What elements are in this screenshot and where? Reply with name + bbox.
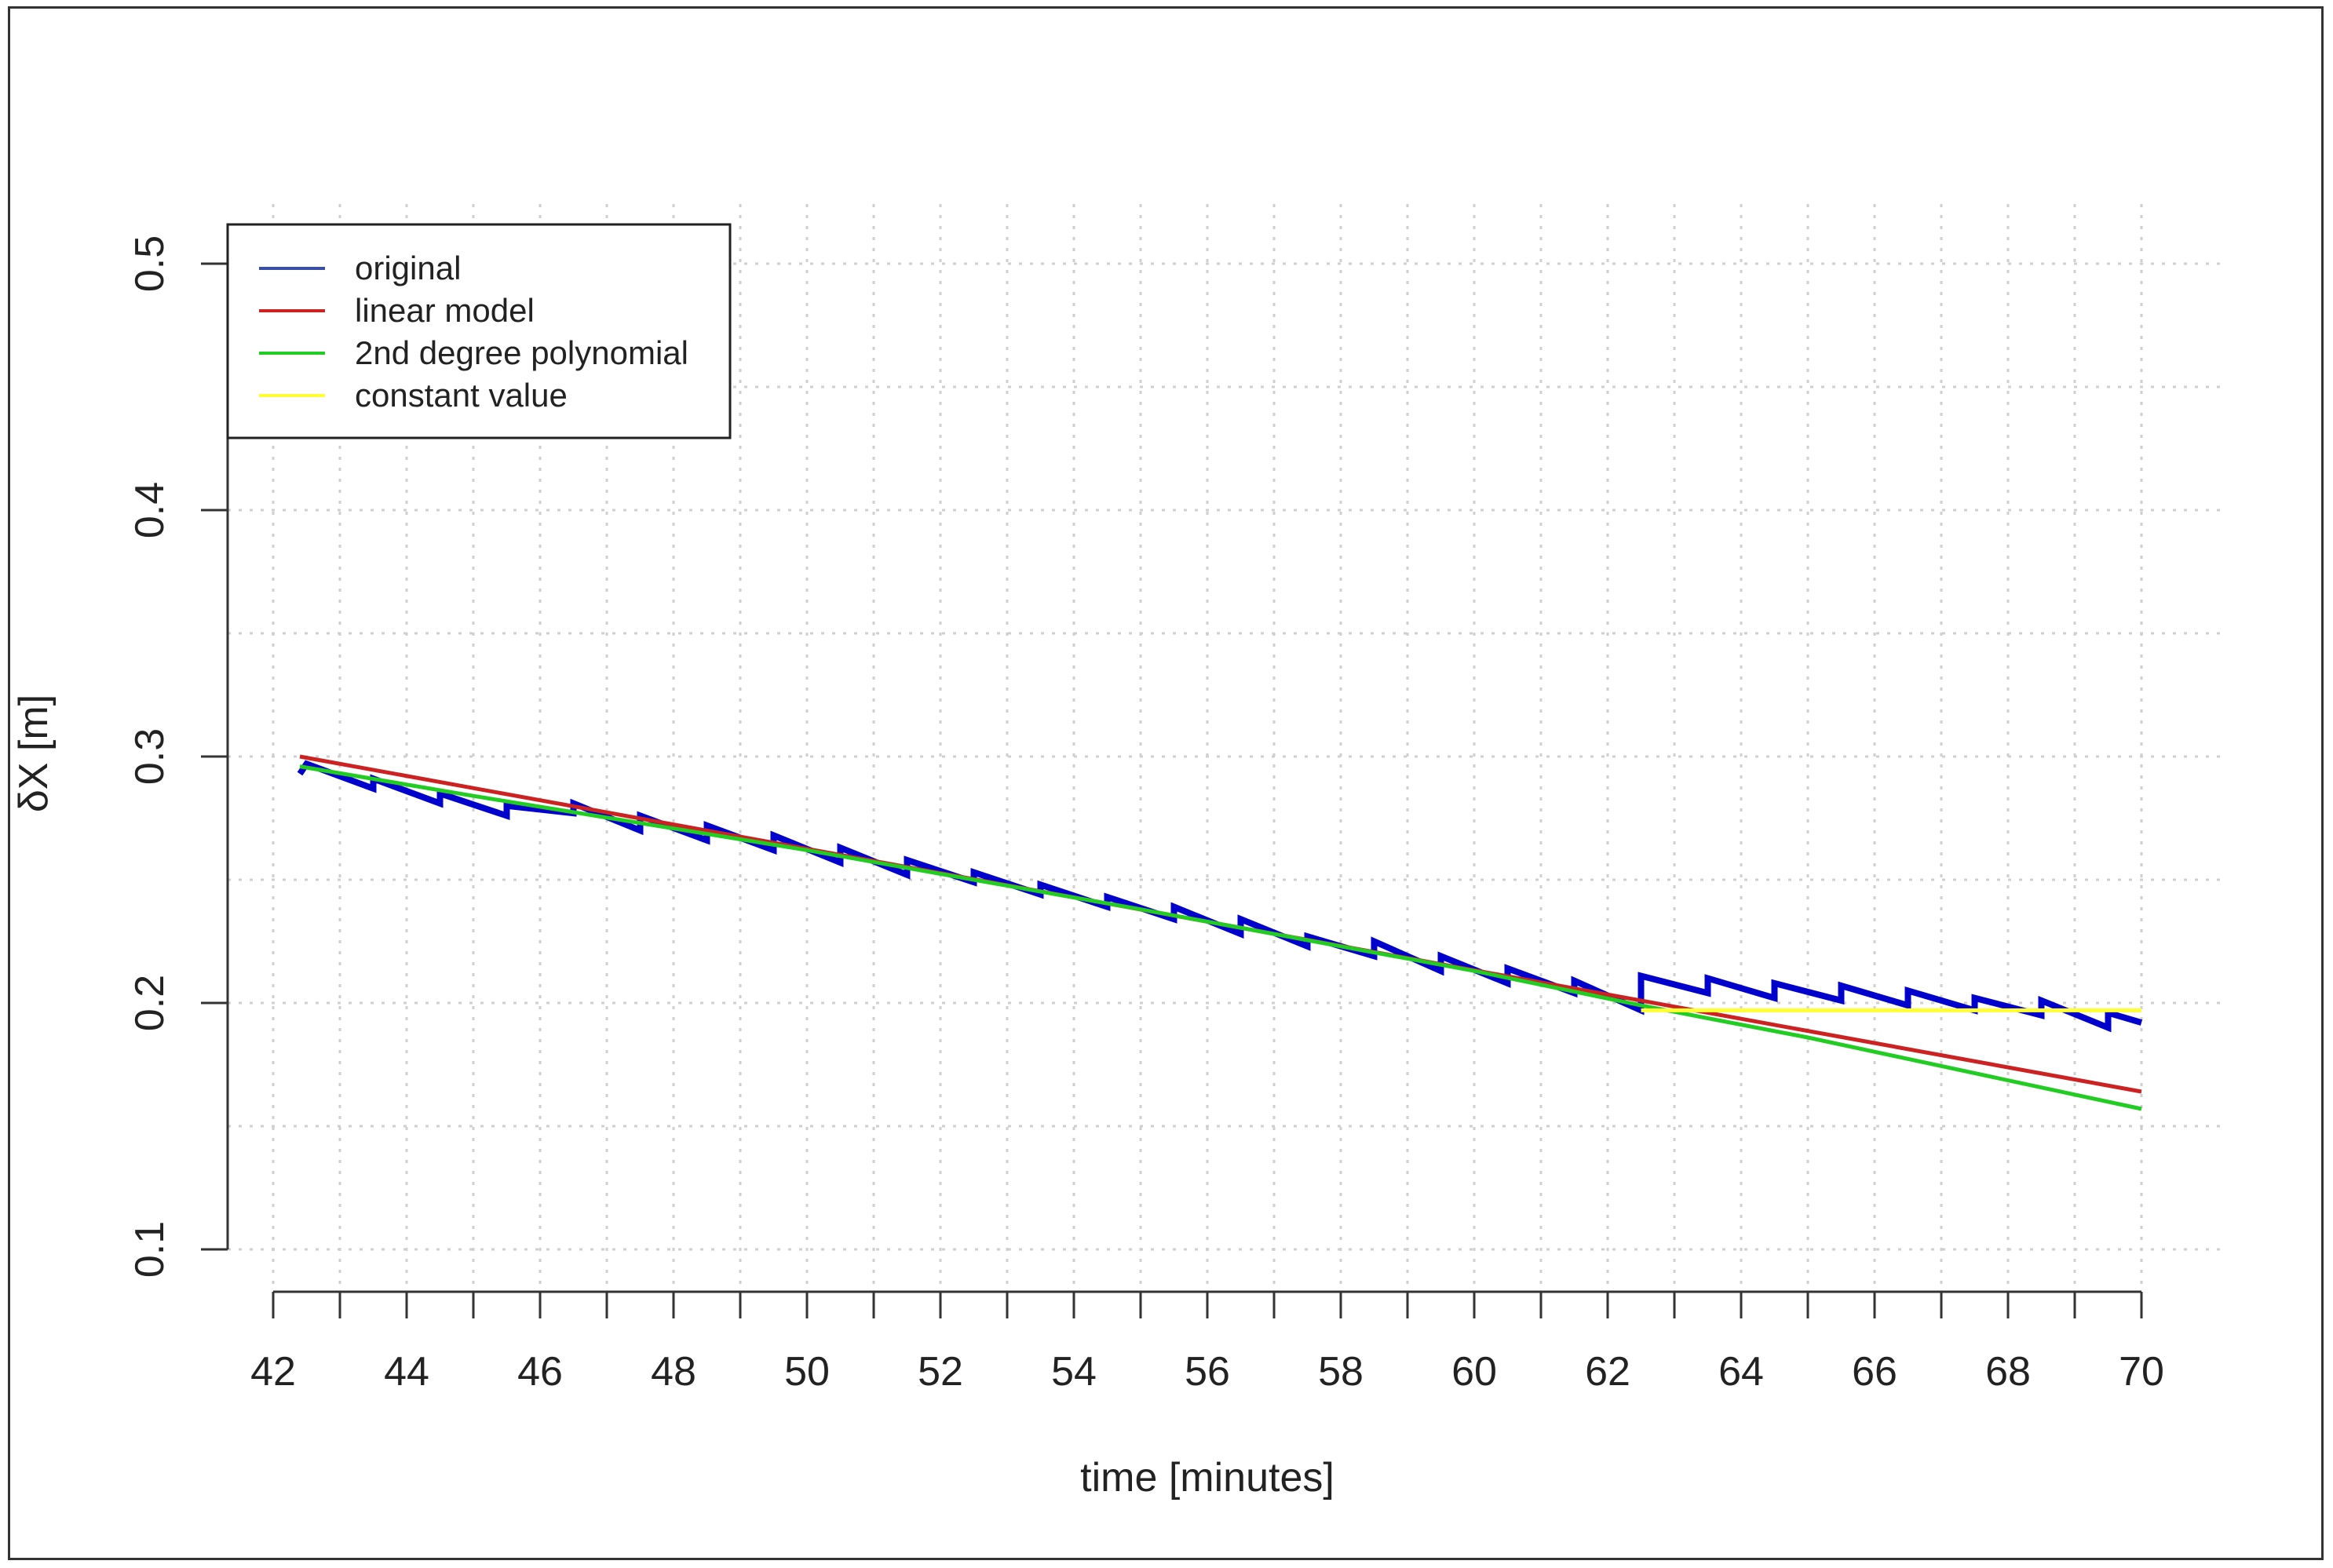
- y-axis-label: δX [m]: [11, 695, 57, 812]
- series-layer: [297, 754, 2143, 1111]
- x-tick-label: 46: [517, 1349, 563, 1395]
- x-tick-label: 68: [1985, 1349, 2031, 1395]
- legend-label: linear model: [355, 292, 535, 329]
- x-tick-label: 52: [918, 1349, 963, 1395]
- y-tick-label: 0.2: [127, 975, 173, 1031]
- y-tick-label: 0.4: [127, 482, 173, 538]
- series-line-original: [297, 760, 2143, 1033]
- x-tick-label: 50: [784, 1349, 830, 1395]
- y-tick-label: 0.5: [127, 235, 173, 292]
- x-tick-label: 54: [1051, 1349, 1097, 1395]
- y-tick-label: 0.1: [127, 1221, 173, 1278]
- x-tick-label: 66: [1852, 1349, 1897, 1395]
- x-tick-label: 64: [1718, 1349, 1764, 1395]
- legend-label: 2nd degree polynomial: [355, 334, 688, 371]
- legend-label: original: [355, 250, 461, 286]
- legend: original linear model 2nd degree polynomia…: [226, 223, 732, 439]
- x-tick-label: 56: [1185, 1349, 1230, 1395]
- x-tick-label: 62: [1585, 1349, 1630, 1395]
- x-tick-label: 48: [651, 1349, 696, 1395]
- axes: 42 44 46 48 50 52 54 56 58 60 62 64 66 68 70 0.1 0.2 0.3 0…: [127, 235, 2164, 1395]
- legend-label: constant value: [355, 377, 568, 414]
- legend-box: [226, 223, 732, 439]
- x-tick-label: 60: [1451, 1349, 1497, 1395]
- y-tick-label: 0.3: [127, 728, 173, 785]
- x-axis-label: time [minutes]: [1080, 1455, 1334, 1501]
- x-tick-label: 70: [2119, 1349, 2164, 1395]
- x-tick-label: 44: [384, 1349, 429, 1395]
- x-tick-label: 58: [1318, 1349, 1364, 1395]
- x-tick-label: 42: [250, 1349, 296, 1395]
- grid: [228, 204, 2222, 1287]
- series-line-2nd-degree-polynomial: [299, 764, 2142, 1111]
